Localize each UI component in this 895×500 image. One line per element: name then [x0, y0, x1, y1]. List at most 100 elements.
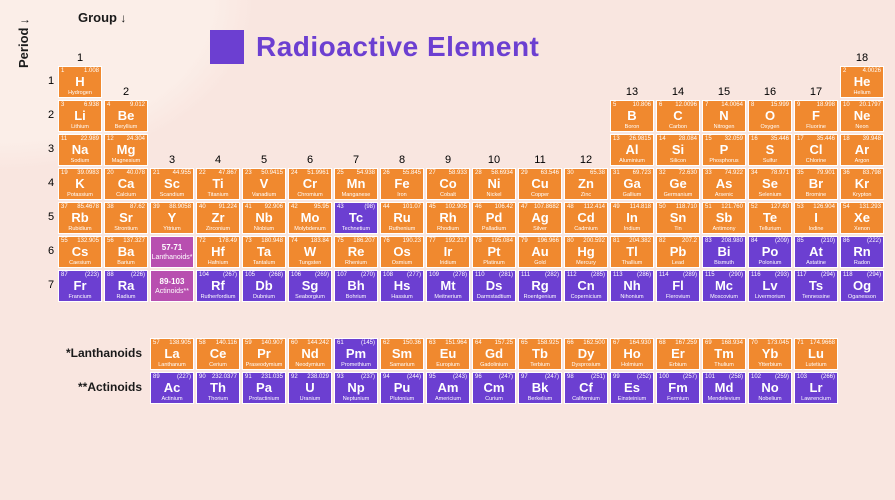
element-name: Astatine — [795, 260, 837, 266]
element-name: Dubnium — [243, 294, 285, 300]
element-symbol: Bi — [703, 244, 745, 259]
element-cell-Lu: 71174.9668LuLutetium — [794, 338, 838, 370]
element-cell-Cd: 48112.414CdCadmium — [564, 202, 608, 234]
element-name: Antimony — [703, 226, 745, 232]
element-symbol: Hf — [197, 244, 239, 259]
element-cell-Fe: 2655.845FeIron — [380, 168, 424, 200]
element-cell-Hf: 72178.49HfHafnium — [196, 236, 240, 268]
group-number: 14 — [656, 86, 700, 98]
element-name: Tantalum — [243, 260, 285, 266]
element-name: Sodium — [59, 158, 101, 164]
element-name: Cadmium — [565, 226, 607, 232]
element-cell-Li: 36.938LiLithium — [58, 100, 102, 132]
element-cell-Cr: 2451.9961CrChromium — [288, 168, 332, 200]
legend-swatch — [210, 30, 244, 64]
element-cell-Mt: 109(278)MtMeitnerium — [426, 270, 470, 302]
element-symbol: Eu — [427, 346, 469, 361]
element-name: Plutonium — [381, 396, 423, 402]
element-symbol: Sg — [289, 278, 331, 293]
element-symbol: La — [151, 346, 193, 361]
element-symbol: Ra — [105, 278, 147, 293]
element-cell-Tm: 69168.934TmThulium — [702, 338, 746, 370]
element-symbol: Nh — [611, 278, 653, 293]
element-cell-N: 714.0064NNitrogen — [702, 100, 746, 132]
element-cell-Db: 105(268)DbDubnium — [242, 270, 286, 302]
element-cell-Eu: 63151.964EuEuropium — [426, 338, 470, 370]
group-number: 16 — [748, 86, 792, 98]
element-cell-Sc: 2144.955ScScandium — [150, 168, 194, 200]
element-symbol: Th — [197, 380, 239, 395]
placeholder-range: 57-71 — [162, 243, 182, 252]
element-symbol: Sb — [703, 210, 745, 225]
element-name: Gold — [519, 260, 561, 266]
element-name: Europium — [427, 362, 469, 368]
element-cell-Tb: 65158.925TbTerbium — [518, 338, 562, 370]
element-name: Neon — [841, 124, 883, 130]
element-symbol: Np — [335, 380, 377, 395]
element-cell-Ga: 3169.723GaGallium — [610, 168, 654, 200]
element-cell-V: 2350.9415VVanadium — [242, 168, 286, 200]
element-name: Phosphorus — [703, 158, 745, 164]
element-symbol: At — [795, 244, 837, 259]
element-symbol: Tm — [703, 346, 745, 361]
legend: Radioactive Element — [210, 30, 539, 64]
element-cell-Fl: 114(289)FlFlerovium — [656, 270, 700, 302]
element-symbol: Md — [703, 380, 745, 395]
element-symbol: P — [703, 142, 745, 157]
element-name: Silver — [519, 226, 561, 232]
element-symbol: Db — [243, 278, 285, 293]
element-cell-C: 612.0096CCarbon — [656, 100, 700, 132]
element-cell-Mg: 1224.304MgMagnesium — [104, 134, 148, 166]
element-name: Argon — [841, 158, 883, 164]
element-name: Livermorium — [749, 294, 791, 300]
element-symbol: Nd — [289, 346, 331, 361]
element-cell-Ru: 44101.07RuRuthenium — [380, 202, 424, 234]
element-symbol: Gd — [473, 346, 515, 361]
element-cell-Ca: 2040.078CaCalcium — [104, 168, 148, 200]
element-symbol: No — [749, 380, 791, 395]
element-cell-Sm: 62150.36SmSamarium — [380, 338, 424, 370]
element-name: Krypton — [841, 192, 883, 198]
element-cell-Ra: 88(226)RaRadium — [104, 270, 148, 302]
element-cell-Ge: 3272.630GeGermanium — [656, 168, 700, 200]
element-cell-At: 85(210)AtAstatine — [794, 236, 838, 268]
element-name: Polonium — [749, 260, 791, 266]
element-name: Magnesium — [105, 158, 147, 164]
element-symbol: In — [611, 210, 653, 225]
element-cell-Y: 3988.9058YYttrium — [150, 202, 194, 234]
element-cell-Be: 49.012BeBeryllium — [104, 100, 148, 132]
element-name: Roentgenium — [519, 294, 561, 300]
element-name: Ruthenium — [381, 226, 423, 232]
element-symbol: Mg — [105, 142, 147, 157]
group-number: 3 — [150, 154, 194, 166]
element-cell-Ds: 110(281)DsDarmstadtium — [472, 270, 516, 302]
element-cell-Ag: 47107.8682AgSilver — [518, 202, 562, 234]
group-number: 2 — [104, 86, 148, 98]
element-cell-Te: 52127.60TeTellurium — [748, 202, 792, 234]
element-name: Actinium — [151, 396, 193, 402]
element-cell-Pr: 59140.907PrPraseodymium — [242, 338, 286, 370]
element-cell-As: 3374.922AsArsenic — [702, 168, 746, 200]
element-symbol: Ac — [151, 380, 193, 395]
element-cell-Yb: 70173.045YbYtterbium — [748, 338, 792, 370]
element-name: Californium — [565, 396, 607, 402]
element-name: Germanium — [657, 192, 699, 198]
element-symbol: Tc — [335, 210, 377, 225]
element-name: Radium — [105, 294, 147, 300]
element-name: Mercury — [565, 260, 607, 266]
element-symbol: Cf — [565, 380, 607, 395]
element-cell-O: 815.999OOxygen — [748, 100, 792, 132]
element-symbol: Sn — [657, 210, 699, 225]
element-cell-Hg: 80200.592HgMercury — [564, 236, 608, 268]
element-cell-H: 11.008HHydrogen — [58, 66, 102, 98]
series-placeholder: 57-71Lanthanoids* — [150, 236, 194, 268]
element-cell-I: 53126.904IIodine — [794, 202, 838, 234]
element-symbol: Mo — [289, 210, 331, 225]
element-cell-Xe: 54131.293XeXenon — [840, 202, 884, 234]
element-cell-Au: 79196.966AuGold — [518, 236, 562, 268]
element-symbol: Rn — [841, 244, 883, 259]
element-cell-Ir: 77192.217IrIridium — [426, 236, 470, 268]
element-symbol: Cm — [473, 380, 515, 395]
element-name: Tungsten — [289, 260, 331, 266]
element-cell-Nb: 4192.906NbNiobium — [242, 202, 286, 234]
